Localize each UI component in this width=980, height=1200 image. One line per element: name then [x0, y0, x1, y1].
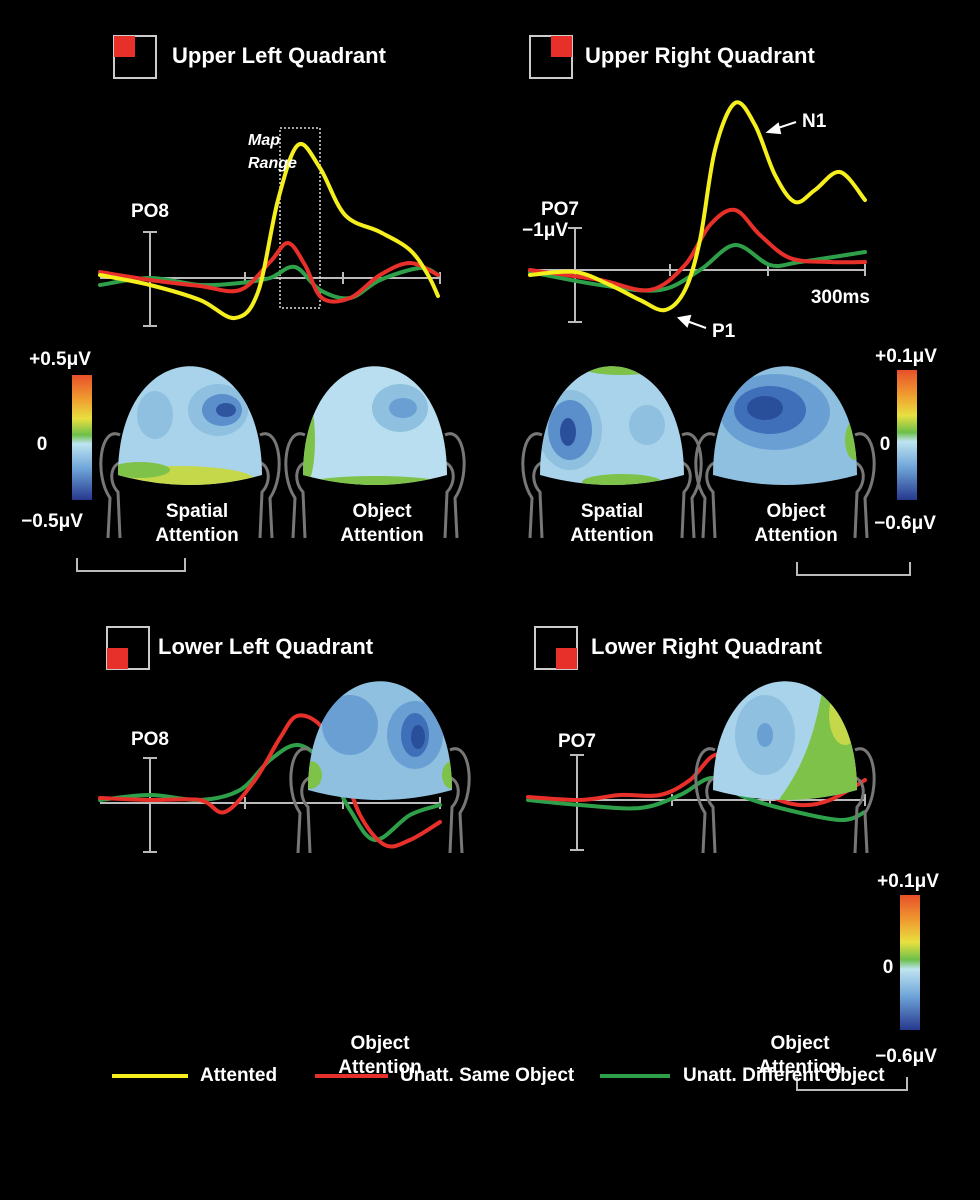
electrode-label: PO8	[131, 201, 169, 222]
time-label: 300ms	[811, 287, 870, 308]
scale-label: 0	[883, 957, 894, 978]
scale-label: +0.1μV	[875, 346, 937, 367]
legend-label: Unatt. Different Object	[683, 1065, 885, 1086]
scale-label: +0.5μV	[29, 349, 91, 370]
peak-label: P1	[712, 321, 736, 342]
legend-label: Unatt. Same Object	[400, 1065, 575, 1086]
background	[0, 0, 980, 1200]
peak-label: N1	[802, 111, 827, 132]
map-label: Attention	[754, 525, 837, 546]
annotation: Range	[248, 155, 297, 172]
map-label: Object	[766, 501, 826, 522]
scale-label: 0	[880, 434, 891, 455]
panel-title: Lower Left Quadrant	[158, 634, 374, 659]
color-bar	[897, 370, 917, 500]
scale-label: +0.1μV	[877, 871, 939, 892]
panel-title: Lower Right Quadrant	[591, 634, 823, 659]
map-label: Object	[770, 1033, 830, 1054]
legend-label: Attented	[200, 1065, 277, 1086]
electrode-label: PO8	[131, 729, 169, 750]
scale-label: −0.6μV	[874, 513, 936, 534]
map-label: Attention	[570, 525, 653, 546]
amplitude-label: −1μV	[522, 220, 568, 241]
map-label: Object	[352, 501, 412, 522]
electrode-label: PO7	[558, 731, 596, 752]
annotation: Map	[248, 132, 280, 149]
map-label: Object	[350, 1033, 410, 1054]
electrode-label: PO7	[541, 199, 579, 220]
map-label: Spatial	[166, 501, 228, 522]
scale-label: 0	[37, 434, 48, 455]
color-bar	[72, 375, 92, 500]
figure: Upper Left Quadrant Upper Right Quadrant…	[0, 0, 980, 1200]
color-bar	[900, 895, 920, 1030]
panel-title: Upper Right Quadrant	[585, 43, 815, 68]
scale-label: −0.5μV	[21, 511, 83, 532]
panel-title: Upper Left Quadrant	[172, 43, 387, 68]
map-label: Spatial	[581, 501, 643, 522]
map-label: Attention	[155, 525, 238, 546]
scale-label: −0.6μV	[875, 1046, 937, 1067]
map-label: Attention	[340, 525, 423, 546]
